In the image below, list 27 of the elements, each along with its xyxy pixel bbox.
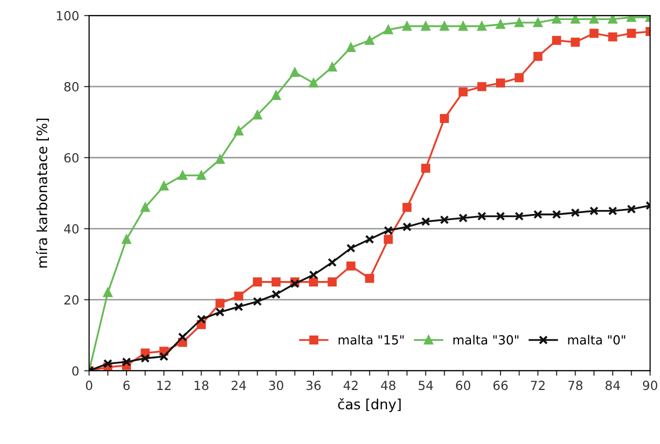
x-tick-label: 18 [194, 380, 208, 390]
x-tick-label: 78 [568, 380, 582, 390]
x-axis-title: čas [dny] [338, 398, 401, 412]
x-tick-label: 84 [606, 380, 620, 390]
x-tick-label: 0 [86, 380, 92, 390]
y-tick-label: 80 [64, 82, 79, 92]
x-tick-label: 72 [530, 380, 545, 390]
y-tick-label: 0 [72, 366, 79, 376]
x-tick-label: 30 [269, 380, 284, 390]
x-tick-label: 6 [123, 380, 130, 390]
x-tick-label: 24 [232, 380, 246, 390]
y-tick-label: 40 [64, 224, 79, 234]
y-tick-label: 100 [56, 11, 79, 20]
x-tick-label: 36 [306, 380, 321, 390]
legend-label: malta "15" [338, 334, 404, 345]
y-tick-label: 20 [64, 295, 79, 305]
x-tick-label: 54 [418, 380, 433, 390]
x-tick-label: 60 [456, 380, 470, 390]
legend-label: malta "0" [568, 334, 626, 345]
x-tick-label: 66 [493, 380, 508, 390]
y-tick-label: 60 [64, 153, 79, 163]
x-tick-label: 12 [157, 380, 171, 390]
legend-label: malta "30" [453, 334, 518, 345]
x-tick-label: 48 [380, 380, 396, 390]
y-axis-title: míra karbonatace [%] [36, 118, 49, 268]
x-tick-label: 90 [642, 380, 658, 390]
x-tick-label: 42 [344, 380, 358, 390]
